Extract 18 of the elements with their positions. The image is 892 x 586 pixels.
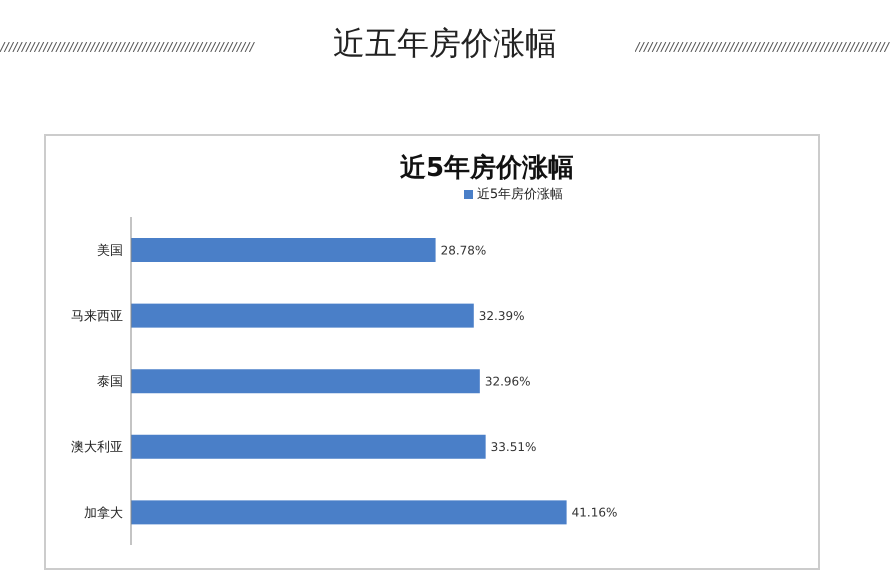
bar xyxy=(131,500,567,524)
y-tick-label: 加拿大 xyxy=(84,506,123,521)
y-tick-label: 澳大利亚 xyxy=(71,440,123,456)
bar xyxy=(131,434,486,459)
chart-subtitle: 近5年房价涨幅 xyxy=(398,152,576,185)
data-label: 33.51% xyxy=(490,440,536,454)
data-label: 32.96% xyxy=(484,374,531,388)
data-label: 32.39% xyxy=(478,308,525,323)
bar xyxy=(131,304,474,328)
y-tick-label: 泰国 xyxy=(97,374,123,390)
data-label: 28.78% xyxy=(440,243,486,258)
data-label: 41.16% xyxy=(572,506,618,520)
y-tick-label: 马来西亚 xyxy=(71,309,123,324)
chart-title: 近五年房价涨幅 xyxy=(332,23,558,64)
legend-label: 近5年房价涨幅 xyxy=(476,187,564,202)
y-tick-label: 美国 xyxy=(97,242,123,258)
bar xyxy=(131,238,436,262)
bar xyxy=(131,369,480,394)
